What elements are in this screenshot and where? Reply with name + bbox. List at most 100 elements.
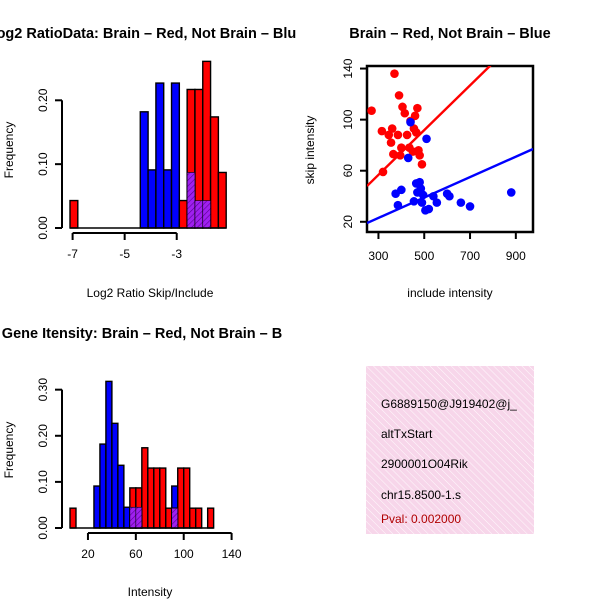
intensity-bar-red-13 xyxy=(206,507,215,529)
ratio-y-tick-label-0: 0.00 xyxy=(36,216,50,240)
ratio-axes: -7 -5 -3 0.00 0.10 0.20 xyxy=(36,88,182,261)
ratio-y-tick-label-1: 0.10 xyxy=(36,152,50,176)
scatter-point-blue-19 xyxy=(456,198,466,207)
ratio-bar-overlap-2 xyxy=(202,200,211,229)
intensity-bar-blue-1 xyxy=(99,443,107,529)
intensity-bar-blue-4 xyxy=(117,464,125,529)
scatter-y-tick-label-1: 60 xyxy=(341,164,355,178)
intensity-bar-red-4 xyxy=(147,467,155,529)
intensity-x-tick-label-0: 20 xyxy=(81,547,95,561)
intensity-title: Gene Itensity: Brain – Red, Not Brain – … xyxy=(2,326,282,342)
intensity-bar-blue-0 xyxy=(93,485,101,529)
intensity-x-tick-label-1: 60 xyxy=(129,547,143,561)
info-panel-background xyxy=(366,366,534,534)
intensity-bar-blue-2 xyxy=(105,380,113,529)
intensity-y-tick-label-0: 0.00 xyxy=(36,516,50,540)
intensity-ylabel: Frequency xyxy=(2,422,16,479)
scatter-frame xyxy=(365,64,535,234)
ratio-bar-blue-3 xyxy=(163,169,173,229)
intensity-bar-blue-5 xyxy=(123,506,131,529)
intensity-xlabel: Intensity xyxy=(128,585,173,599)
scatter-point-blue-21 xyxy=(506,188,516,197)
ratio-histogram: Log2 RatioData: Brain – Red, Not Brain –… xyxy=(0,26,296,300)
scatter-title: Brain – Red, Not Brain – Blue xyxy=(349,26,550,42)
ratio-x-tick-label-1: -5 xyxy=(119,247,130,261)
intensity-bar-red-12 xyxy=(194,507,203,529)
p-value: Pval: 0.002000 xyxy=(381,512,461,526)
scatter-point-red-20 xyxy=(411,128,421,137)
ratio-bar-blue-0 xyxy=(139,111,149,229)
scatter-ylabel: skip intensity xyxy=(303,116,317,185)
scatter-point-blue-5 xyxy=(409,197,419,206)
scatter-point-red-21 xyxy=(413,103,422,113)
scatter-point-red-6 xyxy=(389,149,398,159)
scatter-point-red-23 xyxy=(415,151,424,160)
scatter-x-tick-label-1: 500 xyxy=(414,249,434,263)
scatter-point-red-13 xyxy=(400,108,410,118)
probe-id: G6889150@J919402@j_ xyxy=(381,397,517,411)
scatter-point-red-7 xyxy=(390,69,399,78)
scatter-point-blue-14 xyxy=(424,204,434,214)
scatter-point-blue-18 xyxy=(445,191,454,201)
scatter-x-tick-label-3: 900 xyxy=(506,249,526,263)
scatter-point-blue-1 xyxy=(393,200,403,210)
intensity-scatter: Brain – Red, Not Brain – Blue 300 500 700 9… xyxy=(303,26,551,300)
scatter-y-tick-label-3: 140 xyxy=(341,58,355,78)
scatter-point-blue-8 xyxy=(415,177,424,187)
scatter-point-red-8 xyxy=(393,130,403,140)
intensity-bar-red-9 xyxy=(177,467,185,529)
scatter-point-red-24 xyxy=(417,160,427,169)
info-panel: G6889150@J919402@j_ altTxStart 2900001O0… xyxy=(366,366,534,534)
ratio-x-tick-label-0: -7 xyxy=(67,247,78,261)
ratio-ylabel: Frequency xyxy=(2,122,16,179)
scatter-point-blue-20 xyxy=(465,202,475,211)
scatter-fit-line-red xyxy=(367,66,492,187)
scatter-point-blue-10 xyxy=(417,198,427,207)
scatter-point-blue-3 xyxy=(403,153,413,163)
intensity-x-tick-label-3: 140 xyxy=(222,547,242,561)
scatter-point-red-5 xyxy=(387,124,397,133)
scatter-axes: 300 500 700 900 20 60 100 140 xyxy=(341,58,526,263)
intensity-y-tick-label-2: 0.20 xyxy=(36,424,50,448)
scatter-point-red-2 xyxy=(378,167,388,177)
scatter-xlabel: include intensity xyxy=(407,286,492,300)
scatter-x-tick-label-2: 700 xyxy=(460,249,480,263)
intensity-bar-overlap-0 xyxy=(129,506,137,529)
scatter-point-red-14 xyxy=(402,130,412,140)
intensity-bar-red-11 xyxy=(189,507,197,529)
scatter-point-blue-13 xyxy=(422,134,431,144)
scatter-point-red-11 xyxy=(397,143,406,153)
ratio-bar-red-1 xyxy=(178,199,188,229)
scatter-x-tick-label-0: 300 xyxy=(368,249,388,263)
ratio-y-tick-label-2: 0.20 xyxy=(36,88,50,112)
ratio-bar-overlap-0 xyxy=(186,172,196,229)
intensity-histogram: Gene Itensity: Brain – Red, Not Brain – … xyxy=(2,326,282,599)
ratio-bars xyxy=(69,60,227,229)
intensity-bar-overlap-2 xyxy=(171,507,179,529)
intensity-bar-red-7 xyxy=(165,507,173,529)
intensity-bar-red-3 xyxy=(141,447,149,529)
scatter-point-red-3 xyxy=(384,130,394,140)
gene-name: 2900001O04Rik xyxy=(381,457,469,471)
intensity-bar-blue-3 xyxy=(111,422,119,529)
scatter-y-tick-label-0: 20 xyxy=(341,215,355,229)
scatter-y-tick-label-2: 100 xyxy=(341,109,355,129)
scatter-point-red-9 xyxy=(394,91,404,100)
ratio-bar-blue-2 xyxy=(155,82,165,229)
intensity-bar-red-5 xyxy=(153,467,161,529)
intensity-y-tick-label-1: 0.10 xyxy=(36,470,50,494)
intensity-x-tick-label-2: 100 xyxy=(174,547,194,561)
genomic-location: chr15.8500-1.s xyxy=(381,488,461,502)
intensity-bar-red-6 xyxy=(159,467,167,529)
scatter-fit-line-blue xyxy=(367,147,533,225)
scatter-point-blue-4 xyxy=(406,117,415,127)
scatter-marks xyxy=(367,66,533,225)
scatter-point-blue-15 xyxy=(429,191,438,201)
ratio-bar-red-5 xyxy=(209,116,220,229)
ratio-xlabel: Log2 Ratio Skip/Include xyxy=(87,286,214,300)
intensity-bar-red-0 xyxy=(69,507,77,529)
ratio-x-tick-label-2: -3 xyxy=(171,247,182,261)
ratio-bar-blue-4 xyxy=(170,82,181,229)
intensity-axes: 20 60 100 140 0.00 0.10 0.20 0.30 xyxy=(36,378,242,561)
